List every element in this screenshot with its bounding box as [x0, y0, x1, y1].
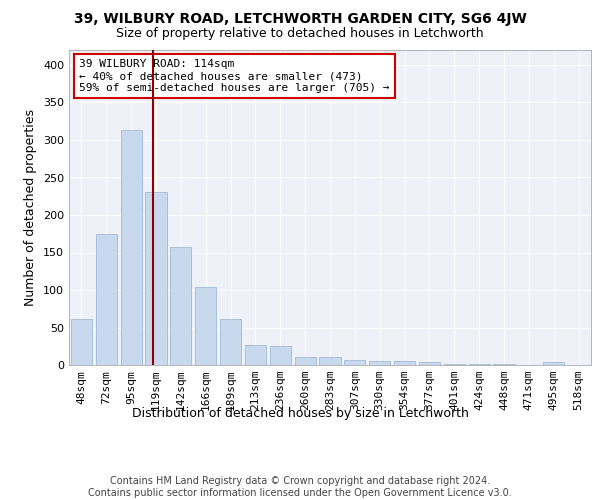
Bar — [245, 345, 266, 365]
Text: 39, WILBURY ROAD, LETCHWORTH GARDEN CITY, SG6 4JW: 39, WILBURY ROAD, LETCHWORTH GARDEN CITY… — [74, 12, 526, 26]
Bar — [419, 362, 440, 365]
Bar — [344, 360, 365, 365]
Bar — [145, 192, 167, 365]
Bar — [493, 364, 515, 365]
Bar — [270, 346, 291, 365]
Bar — [295, 357, 316, 365]
Bar — [319, 357, 341, 365]
Bar — [71, 318, 92, 365]
Bar — [369, 361, 390, 365]
Text: Size of property relative to detached houses in Letchworth: Size of property relative to detached ho… — [116, 28, 484, 40]
Bar — [543, 362, 564, 365]
Bar — [170, 246, 191, 365]
Text: 39 WILBURY ROAD: 114sqm
← 40% of detached houses are smaller (473)
59% of semi-d: 39 WILBURY ROAD: 114sqm ← 40% of detache… — [79, 60, 390, 92]
Bar — [469, 364, 490, 365]
Bar — [220, 318, 241, 365]
Bar — [121, 130, 142, 365]
Y-axis label: Number of detached properties: Number of detached properties — [25, 109, 37, 306]
Bar — [394, 361, 415, 365]
Bar — [444, 364, 465, 365]
Text: Distribution of detached houses by size in Letchworth: Distribution of detached houses by size … — [131, 408, 469, 420]
Text: Contains HM Land Registry data © Crown copyright and database right 2024.
Contai: Contains HM Land Registry data © Crown c… — [88, 476, 512, 498]
Bar — [96, 234, 117, 365]
Bar — [195, 287, 216, 365]
